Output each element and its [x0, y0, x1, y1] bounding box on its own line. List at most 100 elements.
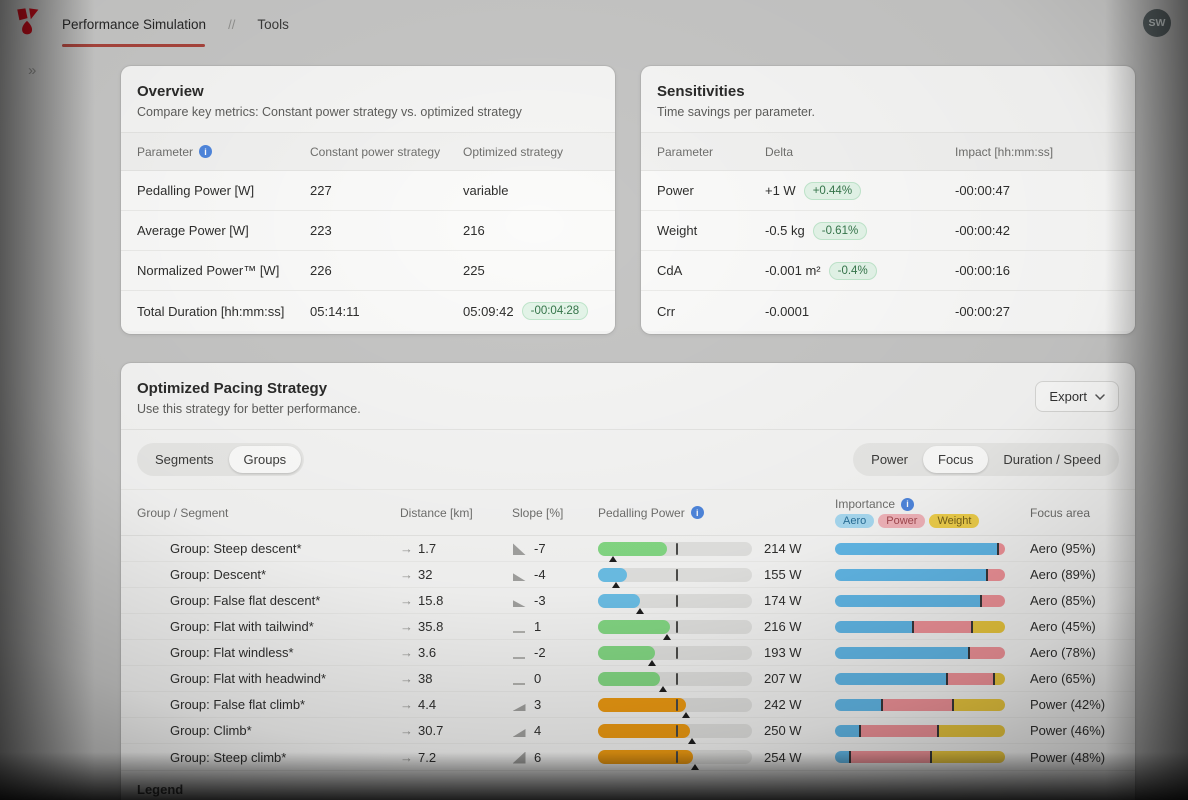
importance-cell	[835, 751, 1030, 763]
slope-icon	[513, 657, 525, 659]
distance-value: 38	[418, 671, 433, 686]
overview-card: Overview Compare key metrics: Constant p…	[121, 66, 615, 334]
strategy-subtitle: Use this strategy for better performance…	[137, 402, 361, 416]
info-icon[interactable]: i	[690, 506, 704, 519]
importance-chip-aero: Aero	[835, 514, 875, 528]
distance-value: 4.4	[418, 697, 437, 712]
slope-cell: 0	[512, 671, 598, 686]
slope-icon	[512, 704, 526, 711]
view-toggle: Segments Groups	[137, 443, 305, 476]
distance-value: 35.8	[418, 619, 444, 634]
tab-performance-simulation[interactable]: Performance Simulation	[62, 16, 207, 32]
strategy-col-power: Pedalling Power i	[598, 506, 835, 520]
sensitivity-delta-value: -0.0001	[765, 303, 810, 319]
power-bar-fill	[598, 619, 671, 634]
table-row[interactable]: Average Power [W] 223 216	[121, 211, 615, 251]
focus-area-value: Aero (65%)	[1030, 671, 1096, 686]
table-row[interactable]: Pedalling Power [W] 227 variable	[121, 171, 615, 211]
group-label: Group: False flat descent*	[170, 593, 321, 608]
power-bar-marker-icon	[647, 659, 656, 666]
overview-table-header: Parameter i Constant power strategy Opti…	[121, 133, 615, 171]
tab-tools[interactable]: Tools	[257, 16, 289, 32]
table-row[interactable]: Group: Flat with headwind* → 38 0 207 W A…	[121, 666, 1135, 692]
sensitivities-col-impact: Impact [hh:mm:ss]	[955, 144, 1054, 159]
info-icon[interactable]: i	[199, 145, 213, 158]
overview-constant: 226	[310, 263, 332, 278]
chevron-down-icon	[1095, 393, 1105, 400]
table-row[interactable]: Weight -0.5 kg -0.61% -00:00:42	[641, 211, 1135, 251]
view-toggle-segments[interactable]: Segments	[155, 452, 214, 467]
strategy-table-body: Group: Steep descent* → 1.7 -7 214 W Aero…	[121, 536, 1135, 770]
info-icon[interactable]: i	[901, 497, 915, 511]
importance-bar	[835, 542, 1005, 555]
power-value: 193 W	[764, 645, 802, 660]
overview-table-body: Pedalling Power [W] 227 variable Average…	[121, 171, 615, 331]
metric-toggle-duration-speed[interactable]: Duration / Speed	[1003, 452, 1101, 467]
sensitivities-subtitle: Time savings per parameter.	[657, 105, 815, 119]
importance-segment-power	[979, 594, 1005, 607]
table-row[interactable]: CdA -0.001 m² -0.4% -00:00:16	[641, 251, 1135, 291]
distance-cell: → 32	[400, 567, 512, 582]
table-row[interactable]: Group: Descent* → 32 -4 155 W Aero (89%)	[121, 562, 1135, 588]
power-bar-fill	[598, 645, 655, 660]
importance-segment-aero	[835, 620, 912, 633]
overview-parameter: Pedalling Power [W]	[137, 183, 255, 198]
group-label: Group: Descent*	[170, 567, 267, 582]
importance-cell	[835, 724, 1030, 737]
sidebar-expand-chevron-icon[interactable]: »	[28, 62, 37, 79]
metric-toggle: Power Focus Duration / Speed	[853, 443, 1119, 476]
table-row[interactable]: Group: Steep climb* → 7.2 6 254 W Power (…	[121, 744, 1135, 770]
importance-segment-power	[858, 724, 937, 737]
power-bar-fill	[598, 567, 628, 582]
brand-logo[interactable]	[14, 8, 40, 38]
overview-col-parameter-label: Parameter	[137, 144, 194, 159]
importance-cell	[835, 594, 1030, 607]
slope-cell: -4	[512, 567, 598, 582]
power-bar-fill	[598, 697, 686, 712]
overview-col-parameter: Parameter i	[137, 145, 310, 159]
focus-area-value: Power (46%)	[1030, 723, 1106, 738]
power-bar	[598, 645, 752, 666]
distance-cell: → 30.7	[400, 723, 512, 738]
importance-segment-weight	[936, 724, 1005, 737]
sensitivity-delta: -0.0001	[765, 304, 955, 319]
table-row[interactable]: Group: False flat climb* → 4.4 3 242 W Po…	[121, 692, 1135, 718]
importance-cell	[835, 646, 1030, 659]
export-button[interactable]: Export	[1035, 381, 1119, 412]
strategy-col-importance-label: Importance	[835, 497, 896, 511]
distance-cell: → 7.2	[400, 750, 512, 765]
strategy-col-distance: Distance [km]	[400, 505, 473, 520]
table-row[interactable]: Group: False flat descent* → 15.8 -3 174 …	[121, 588, 1135, 614]
table-row[interactable]: Group: Steep descent* → 1.7 -7 214 W Aero…	[121, 536, 1135, 562]
power-bar-marker-icon	[635, 607, 644, 614]
table-row[interactable]: Group: Flat windless* → 3.6 -2 193 W Aero…	[121, 640, 1135, 666]
importance-segment-power	[880, 698, 953, 711]
strategy-table-header: Group / Segment Distance [km] Slope [%] …	[121, 490, 1135, 536]
power-bar-reference-tick	[675, 594, 678, 607]
slope-icon-box	[512, 646, 526, 659]
table-row[interactable]: Power +1 W +0.44% -00:00:47	[641, 171, 1135, 211]
power-bar-marker-icon	[663, 633, 672, 640]
table-row[interactable]: Group: Climb* → 30.7 4 250 W Power (46%)	[121, 718, 1135, 744]
power-bar-fill	[598, 541, 668, 556]
overview-col-constant: Constant power strategy	[310, 144, 441, 159]
overview-optimized-value: 225	[463, 263, 485, 278]
table-row[interactable]: Total Duration [hh:mm:ss] 05:14:11 05:09…	[121, 291, 615, 331]
table-row[interactable]: Crr -0.0001 -00:00:27	[641, 291, 1135, 331]
group-label: Group: Flat with headwind*	[170, 671, 327, 686]
metric-toggle-focus[interactable]: Focus	[923, 446, 989, 473]
table-row[interactable]: Group: Flat with tailwind* → 35.8 1 216 W…	[121, 614, 1135, 640]
table-row[interactable]: Normalized Power™ [W] 226 225	[121, 251, 615, 291]
importance-bar	[835, 568, 1005, 581]
power-bar-marker-icon	[687, 737, 696, 744]
focus-area-value: Power (42%)	[1030, 697, 1106, 712]
importance-segment-aero	[835, 698, 881, 711]
overview-constant: 227	[310, 183, 332, 198]
view-toggle-groups[interactable]: Groups	[228, 446, 302, 473]
metric-toggle-power[interactable]: Power	[871, 452, 909, 467]
user-avatar[interactable]: SW	[1143, 9, 1171, 37]
overview-optimized-value: 05:09:42	[463, 303, 514, 319]
power-value: 214 W	[764, 541, 802, 556]
power-bar-marker-icon	[612, 581, 621, 588]
export-button-label: Export	[1049, 389, 1087, 404]
